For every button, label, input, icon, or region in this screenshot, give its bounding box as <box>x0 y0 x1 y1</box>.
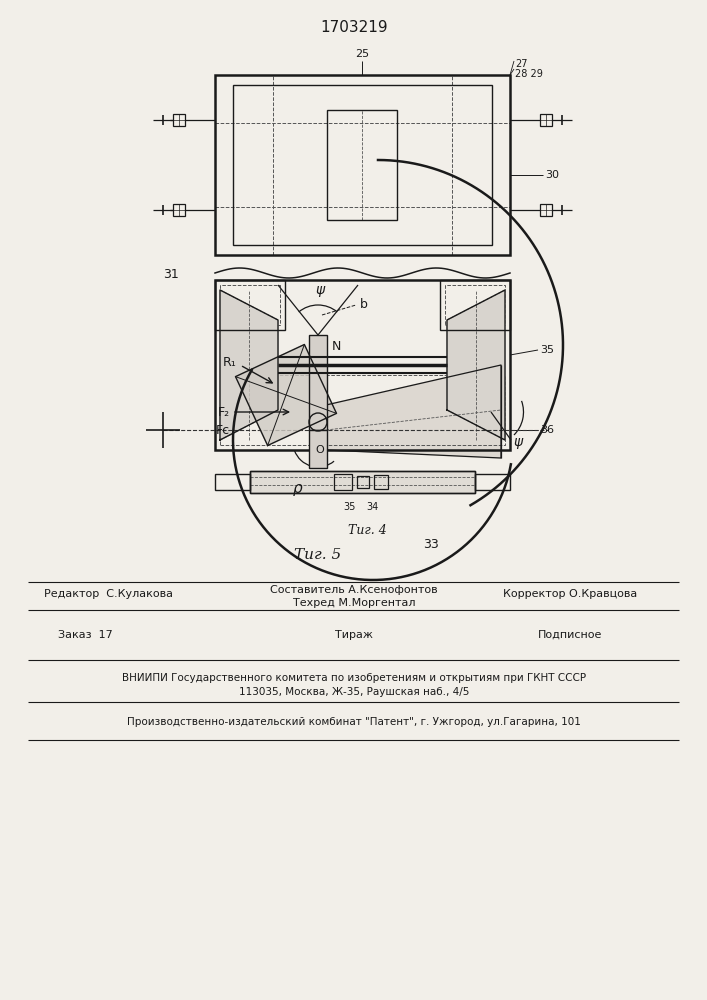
Text: F₂: F₂ <box>218 406 230 418</box>
Text: 25: 25 <box>355 49 369 59</box>
Text: 35: 35 <box>344 502 356 512</box>
Text: ВНИИПИ Государственного комитета по изобретениям и открытиям при ГКНТ СССР: ВНИИПИ Государственного комитета по изоб… <box>122 673 586 683</box>
Text: Составитель А.Ксенофонтов: Составитель А.Ксенофонтов <box>270 585 438 595</box>
Text: 31: 31 <box>163 268 179 282</box>
Text: 35: 35 <box>540 345 554 355</box>
Bar <box>173 204 185 216</box>
Polygon shape <box>220 290 278 440</box>
Bar <box>540 114 552 126</box>
Text: R₁: R₁ <box>222 356 236 368</box>
Bar <box>250 471 475 493</box>
Bar <box>475 474 510 490</box>
Text: O: O <box>315 445 325 455</box>
Bar <box>220 285 280 325</box>
Text: Тираж: Тираж <box>335 630 373 640</box>
Bar <box>309 430 327 468</box>
Bar <box>233 85 492 245</box>
Text: Fс: Fс <box>216 424 230 436</box>
Text: 36: 36 <box>540 425 554 435</box>
Text: ρ: ρ <box>293 481 303 495</box>
Bar <box>357 476 369 488</box>
Bar <box>215 75 510 255</box>
Bar <box>540 204 552 216</box>
Text: 34: 34 <box>366 502 378 512</box>
Text: Заказ  17: Заказ 17 <box>58 630 112 640</box>
Text: Корректор О.Кравцова: Корректор О.Кравцова <box>503 589 637 599</box>
Text: ψ: ψ <box>315 283 325 297</box>
Text: 30: 30 <box>545 170 559 180</box>
Bar <box>215 280 285 330</box>
Bar <box>250 471 475 493</box>
Bar <box>220 375 505 445</box>
Text: 28 29: 28 29 <box>515 69 543 79</box>
Bar <box>215 280 510 450</box>
Text: Техред М.Моргентал: Техред М.Моргентал <box>293 598 415 608</box>
Text: ψ: ψ <box>513 435 522 449</box>
Text: N: N <box>332 340 341 354</box>
Polygon shape <box>447 290 505 440</box>
Text: Подписное: Подписное <box>538 630 602 640</box>
Polygon shape <box>235 345 337 445</box>
Polygon shape <box>326 365 501 458</box>
Bar <box>327 110 397 220</box>
Bar <box>215 474 250 490</box>
Text: 27: 27 <box>515 59 527 69</box>
Text: b: b <box>360 298 368 312</box>
Bar <box>440 280 510 330</box>
Text: 33: 33 <box>423 538 439 552</box>
Bar <box>309 335 327 430</box>
Text: Τиг. 5: Τиг. 5 <box>294 548 341 562</box>
Bar <box>334 474 352 490</box>
Text: Τиг. 4: Τиг. 4 <box>348 524 386 538</box>
Text: 113035, Москва, Ж-35, Раушская наб., 4/5: 113035, Москва, Ж-35, Раушская наб., 4/5 <box>239 687 469 697</box>
Text: Редактор  С.Кулакова: Редактор С.Кулакова <box>44 589 173 599</box>
Text: 1703219: 1703219 <box>320 19 388 34</box>
Bar <box>374 475 388 489</box>
Bar <box>173 114 185 126</box>
Bar <box>445 285 505 325</box>
Text: Производственно-издательский комбинат "Патент", г. Ужгород, ул.Гагарина, 101: Производственно-издательский комбинат "П… <box>127 717 581 727</box>
